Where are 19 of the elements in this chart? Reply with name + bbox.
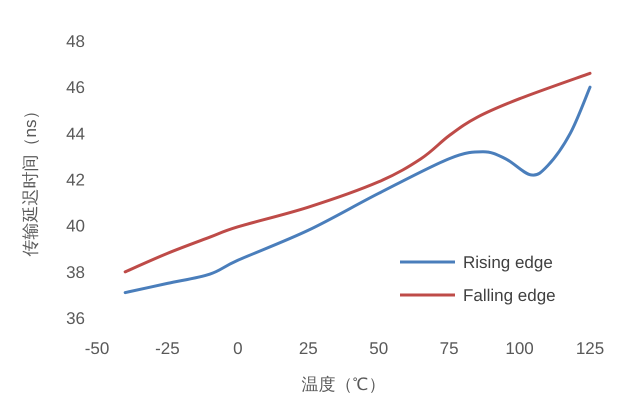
x-tick-label: -25 (155, 339, 180, 358)
y-tick-label: 36 (66, 309, 85, 328)
y-axis-title: 传输延迟时间（ns） (21, 102, 40, 256)
x-tick-label: 75 (440, 339, 459, 358)
y-tick-label: 46 (66, 78, 85, 98)
x-tick-label: 0 (233, 339, 243, 358)
x-tick-label: 100 (505, 339, 534, 358)
x-tick-label: 25 (298, 339, 318, 358)
legend-label: Rising edge (463, 253, 553, 272)
y-tick-label: 42 (66, 170, 85, 190)
x-tick-label: -50 (84, 339, 110, 358)
y-tick-label: 48 (66, 32, 85, 51)
y-tick-label: 40 (66, 216, 85, 236)
y-tick-label: 38 (66, 262, 85, 282)
legend-label: Falling edge (463, 286, 556, 305)
x-tick-label: 125 (576, 339, 604, 358)
x-tick-label: 50 (369, 339, 388, 358)
y-tick-label: 44 (66, 124, 85, 144)
x-axis-title: 温度（℃） (302, 375, 386, 394)
